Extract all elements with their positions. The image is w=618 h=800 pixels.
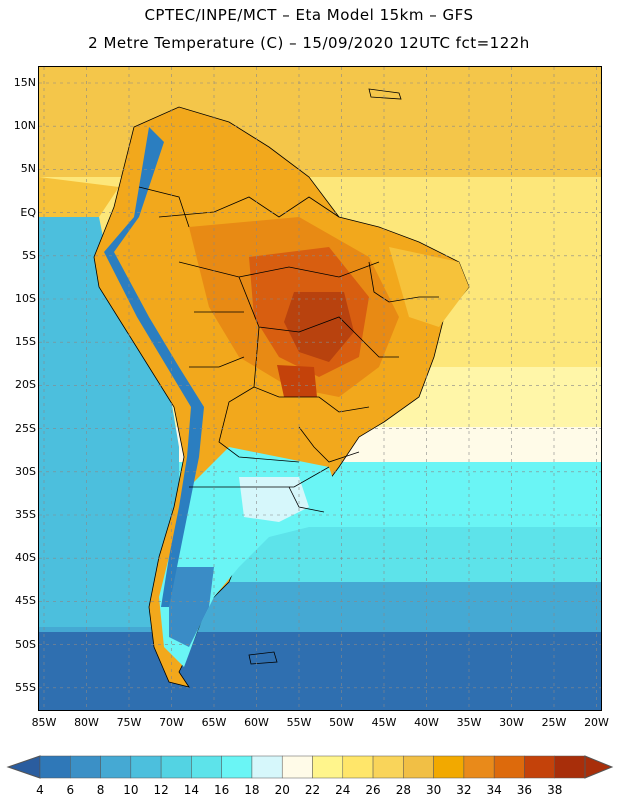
land-patagonia [169, 567, 214, 647]
map-canvas [39, 67, 601, 710]
temperature-map [38, 66, 602, 711]
colorbar-tick-label: 20 [274, 783, 290, 797]
colorbar-tick-label: 38 [547, 783, 563, 797]
longitude-label: 85W [31, 716, 57, 729]
colorbar-tick-label: 34 [486, 783, 502, 797]
ocean-band-6 [39, 632, 601, 710]
map-title-line-1: CPTEC/INPE/MCT – Eta Model 15km – GFS [144, 6, 474, 24]
colorbar-tick-label: 26 [365, 783, 381, 797]
longitude-label: 40W [414, 716, 439, 729]
longitude-label: 35W [456, 716, 482, 729]
longitude-label: 50W [329, 716, 354, 729]
colorbar-tick-label: 12 [153, 783, 169, 797]
latitude-label: 30S [15, 464, 36, 478]
colorbar-tick-label: 6 [66, 783, 75, 797]
latitude-label: 35S [15, 508, 36, 521]
colorbar-swatch [312, 755, 344, 779]
colorbar-swatch [70, 755, 101, 779]
colorbar-tick-label: 24 [335, 783, 351, 797]
latitude-label: 40S [15, 551, 36, 565]
latitude-label: 50S [15, 637, 36, 651]
colorbar-tick-label: 30 [425, 783, 442, 797]
longitude-label: 65W [201, 716, 227, 729]
colorbar-swatch [100, 755, 132, 779]
land-hot-core [284, 292, 354, 362]
colorbar-tick-label: 18 [244, 783, 260, 797]
longitude-label: 75W [116, 716, 142, 729]
map-title-line-2: 2 Metre Temperature (C) – 15/09/2020 12U… [88, 34, 530, 52]
latitude-label: 25S [15, 421, 36, 435]
latitude-label: EQ [20, 205, 36, 219]
ocean-north-atlantic [39, 67, 601, 177]
colorbar-swatch [433, 755, 465, 779]
longitude-label: 55W [286, 716, 312, 729]
colorbar-right-arrow [584, 755, 614, 779]
colorbar-swatch [281, 755, 313, 779]
colorbar-swatch [160, 755, 192, 779]
latitude-label: 5S [22, 248, 36, 262]
colorbar-swatch [130, 755, 162, 779]
colorbar-swatch [221, 755, 253, 779]
latitude-label: 45S [15, 594, 36, 608]
colorbar-swatch [524, 755, 555, 779]
country-borders [138, 186, 439, 513]
latitude-label: 15N [13, 76, 36, 89]
colorbar-swatch [39, 755, 71, 779]
land-falklands [248, 651, 278, 665]
colorbar-swatch [493, 755, 525, 779]
longitude-label: 30W [499, 716, 524, 729]
latitude-label: 15S [15, 335, 36, 349]
colorbar-tick-label: 36 [516, 783, 533, 797]
ocean-pacific [39, 217, 179, 627]
longitude-label: 60W [244, 716, 269, 729]
land-caribbean-island [368, 88, 402, 100]
latitude-label: 55S [15, 680, 36, 694]
land-hot-core-south [277, 365, 317, 397]
latitude-label: 20S [15, 378, 36, 392]
colorbar-tick-label: 22 [304, 783, 321, 797]
colorbar-swatch [554, 755, 586, 779]
colorbar-swatch [463, 755, 495, 779]
colorbar-tick-label: 10 [123, 783, 139, 797]
colorbar [6, 755, 614, 779]
land-northeast [389, 247, 469, 327]
longitude-label: 70W [159, 716, 184, 729]
colorbar-tick-label: 32 [456, 783, 472, 797]
longitude-label: 80W [74, 716, 99, 729]
colorbar-tick-label: 16 [214, 783, 230, 797]
colorbar-swatch [191, 755, 222, 779]
colorbar-swatch [342, 755, 374, 779]
latitude-label: 5N [20, 162, 36, 176]
colorbar-tick-label: 8 [96, 783, 105, 797]
ocean-pacific-warm [39, 177, 119, 217]
colorbar-swatch [251, 755, 283, 779]
colorbar-swatch [403, 755, 434, 779]
colorbar-tick-label: 4 [36, 783, 44, 797]
latitude-label: 10S [15, 292, 36, 305]
colorbar-tick-label: 14 [183, 783, 200, 797]
latitude-label: 10N [13, 119, 36, 133]
graticule [39, 67, 601, 710]
colorbar-swatch [372, 755, 404, 779]
longitude-label: 20W [584, 716, 609, 729]
longitude-label: 25W [541, 716, 567, 729]
colorbar-tick-label: 28 [395, 783, 411, 797]
colorbar-left-arrow [6, 755, 41, 779]
longitude-label: 45W [371, 716, 397, 729]
